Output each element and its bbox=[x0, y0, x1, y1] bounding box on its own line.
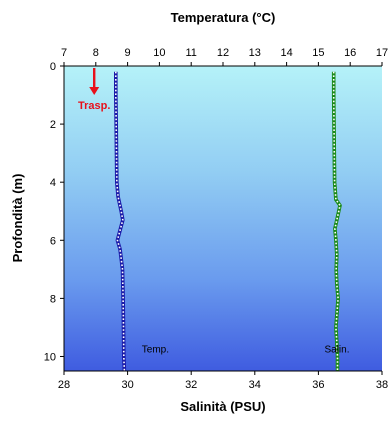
transparency-arrow-head bbox=[89, 87, 100, 96]
y-tick-label: 4 bbox=[50, 177, 56, 189]
y-tick-label: 2 bbox=[50, 119, 56, 131]
top-tick-label: 15 bbox=[312, 47, 324, 59]
top-tick-label: 14 bbox=[280, 47, 292, 59]
y-tick-label: 6 bbox=[50, 235, 56, 247]
top-axis-title: Temperatura (°C) bbox=[171, 10, 276, 25]
top-tick-label: 11 bbox=[185, 47, 196, 59]
bottom-tick-label: 30 bbox=[121, 379, 133, 391]
bottom-axis-ticks: 28 30 32 34 36 38 bbox=[58, 371, 388, 391]
top-tick-label: 17 bbox=[376, 47, 388, 59]
top-tick-label: 9 bbox=[125, 47, 131, 59]
series-markers-1 bbox=[332, 71, 341, 371]
bottom-tick-label: 36 bbox=[312, 379, 324, 391]
transparency-label: Trasp. bbox=[78, 100, 110, 112]
bottom-axis-title: Salinità (PSU) bbox=[180, 399, 265, 414]
top-tick-label: 16 bbox=[344, 47, 356, 59]
top-tick-label: 12 bbox=[217, 47, 229, 59]
y-tick-label: 0 bbox=[50, 61, 56, 73]
top-tick-label: 13 bbox=[249, 47, 261, 59]
bottom-tick-label: 38 bbox=[376, 379, 388, 391]
bottom-tick-label: 32 bbox=[185, 379, 197, 391]
top-tick-label: 7 bbox=[61, 47, 67, 59]
series-line-0 bbox=[114, 71, 127, 372]
y-tick-label: 8 bbox=[50, 293, 56, 305]
bottom-tick-label: 34 bbox=[249, 379, 261, 391]
y-axis-ticks: 0 2 4 6 8 10 bbox=[44, 61, 64, 363]
y-tick-label: 10 bbox=[44, 351, 56, 363]
series-label-0: Temp. bbox=[142, 344, 169, 355]
series-label-1: Salin. bbox=[324, 344, 349, 355]
top-axis-ticks: 7 8 9 10 11 12 13 14 15 16 17 bbox=[61, 47, 388, 66]
series-layer: Temp. Salin. bbox=[114, 71, 349, 372]
top-tick-label: 10 bbox=[153, 47, 165, 59]
bottom-tick-label: 28 bbox=[58, 379, 70, 391]
y-axis-title: Profondità (m) bbox=[10, 174, 25, 263]
annotation-layer: Trasp. bbox=[78, 68, 110, 112]
top-tick-label: 8 bbox=[93, 47, 99, 59]
